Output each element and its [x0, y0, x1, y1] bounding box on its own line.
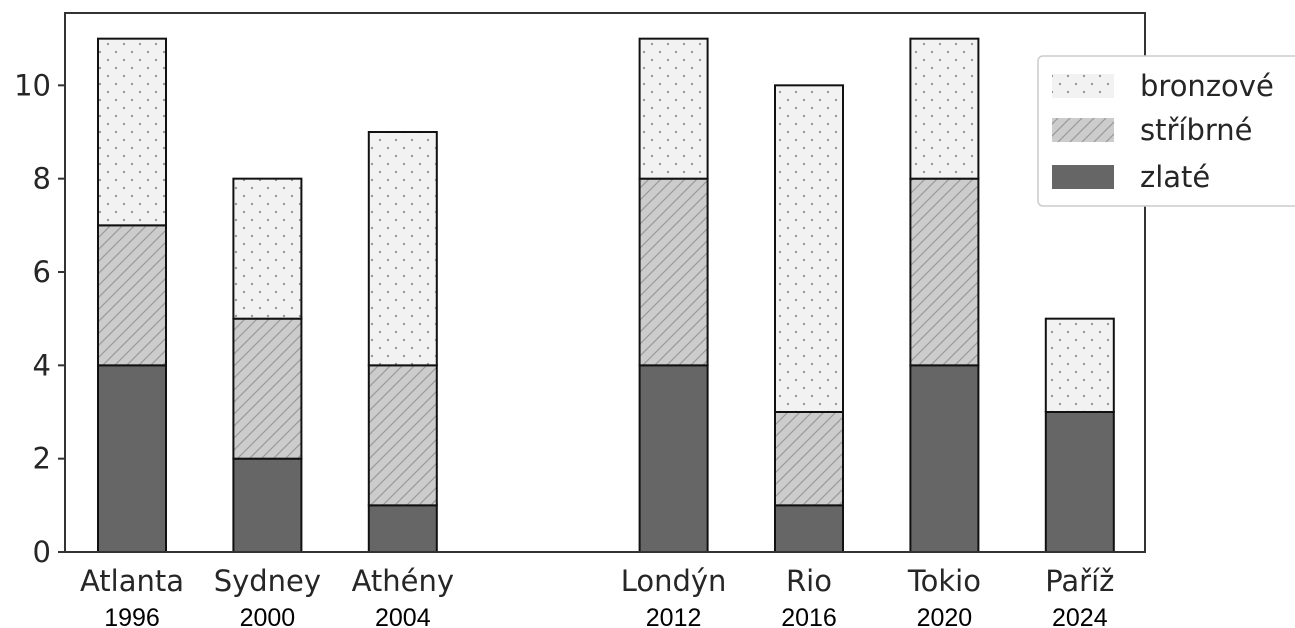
legend: bronzové stříbrné zlaté: [1037, 55, 1295, 207]
x-category-label: Tokio: [907, 564, 981, 598]
y-tick-label: 10: [14, 68, 51, 102]
x-category-label: Sydney: [214, 564, 321, 598]
y-tick-label: 8: [33, 162, 51, 196]
bar-rio-stribrne: [774, 411, 844, 507]
x-year-label: 2024: [1052, 604, 1108, 628]
y-axis: 0 2 4 6 8 10: [14, 68, 65, 569]
bar-londyn-zlate: [638, 364, 709, 554]
bar-tokio-bronzove: [909, 37, 980, 180]
bar-atheny-bronzove: [367, 131, 438, 367]
legend-swatch-zlate: [1052, 165, 1114, 189]
bar-pariz-bronzove: [1044, 317, 1115, 413]
bar-sydney-stribrne: [232, 317, 303, 460]
bar-rio-bronzove: [774, 84, 844, 413]
legend-swatch-bronzove: [1052, 74, 1114, 98]
x-year-label: 2000: [240, 604, 296, 628]
legend-items: bronzové stříbrné zlaté: [1052, 69, 1274, 194]
bar-rio-zlate: [774, 504, 844, 554]
bar-atlanta-stribrne: [97, 224, 167, 367]
legend-label-zlate: zlaté: [1140, 160, 1210, 194]
x-category-label: Paříž: [1045, 564, 1114, 598]
bar-atheny-zlate: [367, 504, 438, 554]
y-tick-label: 6: [33, 255, 51, 289]
bar-atlanta-bronzove: [97, 37, 167, 227]
x-year-label: 2004: [375, 604, 431, 628]
legend-swatch-stribrne: [1052, 118, 1114, 142]
x-year-label: 2020: [917, 604, 973, 628]
bar-tokio-zlate: [909, 364, 980, 554]
bar-atheny-stribrne: [367, 364, 438, 507]
x-year-label: 1996: [104, 604, 160, 628]
legend-label-stribrne: stříbrné: [1140, 113, 1253, 147]
bar-sydney-zlate: [232, 457, 303, 553]
y-tick-label: 4: [33, 348, 51, 382]
bar-sydney-bronzove: [232, 177, 303, 320]
x-year-label: 2016: [781, 604, 837, 628]
x-category-label: Londýn: [621, 564, 727, 598]
plot-frame: [64, 12, 1146, 553]
y-tick-label: 0: [33, 535, 51, 569]
bars-layer: [97, 37, 1115, 554]
bar-tokio-stribrne: [909, 177, 980, 367]
bar-atlanta-zlate: [97, 364, 167, 554]
x-year-label: 2012: [646, 604, 702, 628]
bar-londyn-stribrne: [638, 177, 709, 367]
bar-londyn-bronzove: [638, 37, 709, 180]
y-tick-label: 2: [33, 442, 51, 476]
x-category-label: Athény: [352, 564, 454, 598]
x-category-label: Rio: [786, 564, 832, 598]
x-category-label: Atlanta: [80, 564, 184, 598]
x-axis: Atlanta 1996 Sydney 2000 Athény 2004 Londýn 201…: [80, 564, 1114, 628]
legend-label-bronzove: bronzové: [1140, 69, 1274, 103]
bar-pariz-zlate: [1044, 411, 1115, 553]
